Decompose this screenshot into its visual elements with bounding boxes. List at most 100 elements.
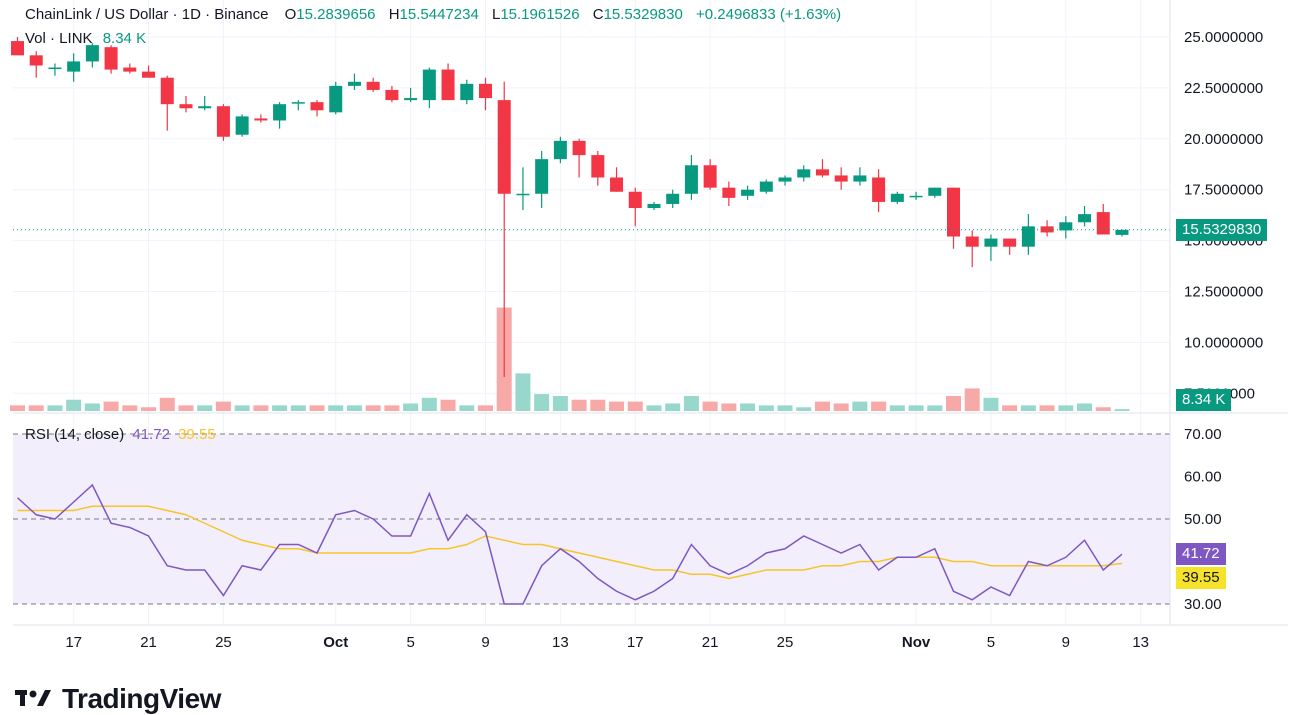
candle-body [67, 61, 81, 72]
volume-bar [1114, 409, 1130, 411]
candle-body [628, 191, 642, 209]
volume-legend[interactable]: Vol · LINK 8.34 K [25, 30, 146, 47]
candle [797, 165, 811, 182]
candle-body [329, 85, 343, 113]
volume-bar [478, 405, 493, 411]
candle [85, 43, 99, 68]
volume-bar [889, 405, 905, 411]
volume-bar [1039, 405, 1055, 411]
rsi-legend[interactable]: RSI (14, close) 41.72 39.55 [25, 426, 216, 443]
symbol-legend[interactable]: ChainLink / US Dollar · 1D · Binance O15… [25, 6, 850, 23]
volume-bar [665, 403, 681, 411]
tradingview-brand[interactable]: TradingView [62, 683, 221, 714]
chart-canvas: 25.0000000 22.5000000 20.0000000 17.5000000… [10, 0, 1288, 651]
time-tick-label: 25 [777, 634, 794, 651]
candle-body [235, 116, 249, 135]
volume-bar [1002, 405, 1018, 411]
candle-body [460, 83, 474, 101]
candle [666, 189, 680, 209]
candle-body [160, 77, 174, 105]
candle [291, 100, 305, 111]
volume-bar [122, 405, 138, 411]
time-tick-label: Nov [902, 634, 931, 651]
open-label: O [284, 6, 297, 23]
volume-bar [365, 405, 381, 411]
symbol-title[interactable]: ChainLink / US Dollar · 1D · Binance [25, 6, 269, 23]
volume-bar [272, 405, 288, 411]
candle [366, 77, 380, 92]
volume-bar [1058, 405, 1074, 411]
candle-body [535, 159, 549, 194]
volume-bar [215, 401, 231, 411]
candle [759, 179, 773, 194]
candle-body [834, 175, 848, 182]
rsi-tick-label: 60.00 [1184, 469, 1222, 486]
candle [460, 79, 474, 105]
candle-body [422, 69, 436, 101]
candle-body [142, 71, 156, 78]
candle-body [815, 169, 829, 176]
candle [329, 81, 343, 115]
candle-body [1096, 212, 1110, 235]
price-tick-label: 20.0000000 [1184, 131, 1263, 148]
volume-bar [833, 403, 849, 411]
candle-body [1059, 222, 1073, 231]
volume-bar [384, 405, 400, 411]
candle-body [684, 165, 698, 194]
price-tick-label: 17.5000000 [1184, 182, 1263, 199]
rsi-level-lines [13, 433, 1170, 605]
rsi-axis[interactable]: 70.00 60.00 50.00 30.00 [1184, 426, 1222, 613]
candle [610, 167, 624, 192]
candle-body [1021, 226, 1035, 247]
candle-body [497, 100, 511, 194]
high-value: 15.5447234 [399, 6, 479, 23]
candle-body [853, 175, 867, 182]
candle-body [179, 104, 193, 109]
volume-bar [10, 405, 25, 411]
candle-body [572, 140, 586, 156]
candle [497, 81, 511, 378]
candle [741, 185, 755, 200]
volume-bar [1020, 405, 1036, 411]
high-label: H [388, 6, 400, 23]
candle-body [85, 45, 99, 62]
candle [984, 234, 998, 261]
time-tick-label: 21 [702, 634, 719, 651]
candle [516, 167, 530, 211]
candle [591, 151, 605, 186]
candle-body [610, 177, 624, 192]
candle-body [965, 236, 979, 247]
rsi-ma-value: 39.55 [178, 426, 216, 443]
candle [216, 104, 230, 141]
candle [872, 169, 886, 213]
low-value: 15.1961526 [500, 6, 580, 23]
volume-bar [440, 399, 456, 411]
candle-body [1040, 226, 1054, 233]
rsi-tick-label: 50.00 [1184, 511, 1222, 528]
volume-bar [627, 401, 643, 411]
volume-bar [515, 373, 531, 411]
time-axis[interactable]: 17 21 25 Oct 5 9 13 17 21 25 Nov 5 9 13 [65, 634, 1149, 651]
candle-body [216, 106, 230, 137]
volume-bar [159, 397, 175, 411]
candle [1003, 238, 1017, 255]
candle [1021, 214, 1035, 255]
candle-body [984, 238, 998, 247]
close-label: C [592, 6, 604, 23]
candle [310, 100, 324, 117]
price-tick-label: 25.0000000 [1184, 29, 1263, 46]
candle [441, 63, 455, 101]
candle-body [291, 102, 305, 104]
time-tick-label: Oct [323, 634, 348, 651]
open-value: 15.2839656 [296, 6, 376, 23]
volume-bar [702, 401, 718, 411]
time-tick-label: 5 [987, 634, 995, 651]
volume-bar [103, 401, 119, 411]
candle [834, 167, 848, 190]
candle [347, 73, 361, 90]
candle [404, 87, 418, 103]
price-tick-label: 10.0000000 [1184, 334, 1263, 351]
time-tick-label: 21 [140, 634, 157, 651]
candle [909, 191, 923, 200]
candle [1059, 216, 1073, 239]
